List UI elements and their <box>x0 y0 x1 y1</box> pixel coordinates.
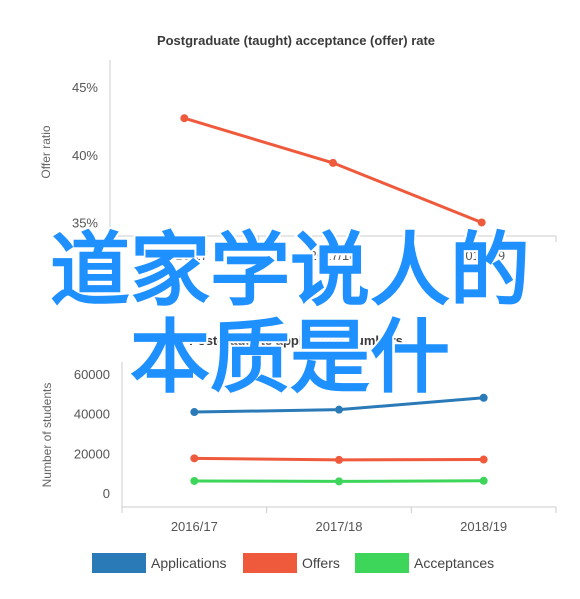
c2-data-point[interactable] <box>190 454 199 463</box>
chart1-title: Postgraduate (taught) acceptance (offer)… <box>157 33 435 48</box>
legend-label-acceptances: Acceptances <box>414 555 494 571</box>
chart2-title: Postgraduate application numbers <box>189 333 403 348</box>
chart-offer-rate: Postgraduate (taught) acceptance (offer)… <box>39 33 557 263</box>
overlay-line-1: 道家学说人的 <box>50 224 530 317</box>
legend-item-offers[interactable]: Offers <box>243 553 340 573</box>
chart1-y-ticks: 35% 40% 45% <box>72 80 98 230</box>
legend-item-acceptances[interactable]: Acceptances <box>355 553 494 573</box>
c2-data-point[interactable] <box>479 476 488 485</box>
c1-x-tick-label: 2018/19 <box>458 248 505 263</box>
c1-data-point[interactable] <box>329 158 337 167</box>
chart2-y-ticks: 0 20000 40000 60000 <box>74 367 110 501</box>
c2-y-tick-label: 20000 <box>74 446 110 461</box>
c1-data-point[interactable] <box>180 114 189 123</box>
c2-y-tick-label: 60000 <box>74 367 110 382</box>
c1-y-tick-label: 35% <box>72 215 98 230</box>
c1-y-tick-label: 45% <box>72 80 98 95</box>
c1-x-tick-label: 2016/17 <box>161 248 208 263</box>
overlay-line-2: 本质是什 <box>130 311 450 404</box>
c2-data-point[interactable] <box>190 408 199 417</box>
c2-x-tick-label: 2018/19 <box>460 519 507 534</box>
c1-series-line-0 <box>183 116 483 224</box>
c1-x-tick-label: 2017/18 <box>310 248 357 263</box>
legend-item-applications[interactable]: Applications <box>92 553 227 573</box>
chart1-x-ticks: 2016/17 2017/18 2018/19 <box>109 236 557 263</box>
chart1-y-axis-label: Offer ratio <box>39 125 53 178</box>
legend-swatch-applications <box>92 553 146 573</box>
c2-y-tick-label: 0 <box>103 486 110 501</box>
chart-application-numbers: Postgraduate application numbers Number … <box>40 333 557 573</box>
c2-data-point[interactable] <box>335 455 343 464</box>
legend-label-offers: Offers <box>302 555 340 571</box>
chart2-x-ticks: 2016/17 2017/18 2018/19 <box>121 507 557 534</box>
c1-y-tick-label: 40% <box>72 148 98 163</box>
chart2-legend: Applications Offers Acceptances <box>92 553 494 573</box>
c2-data-point[interactable] <box>479 393 488 402</box>
c2-y-tick-label: 40000 <box>74 407 110 422</box>
legend-swatch-acceptances <box>355 553 409 573</box>
c2-data-point[interactable] <box>190 476 199 485</box>
c1-data-point[interactable] <box>477 218 486 227</box>
overlay-text: 道家学说人的 本质是什 <box>48 222 532 406</box>
c2-x-tick-label: 2017/18 <box>316 519 363 534</box>
c2-data-point[interactable] <box>335 405 343 414</box>
chart1-series <box>180 114 486 227</box>
c2-x-tick-label: 2016/17 <box>171 519 218 534</box>
legend-label-applications: Applications <box>151 555 227 571</box>
c2-data-point[interactable] <box>335 477 343 486</box>
legend-swatch-offers <box>243 553 297 573</box>
chart2-y-axis-label: Number of students <box>40 383 54 488</box>
c2-data-point[interactable] <box>479 455 488 464</box>
chart2-series <box>190 393 488 486</box>
